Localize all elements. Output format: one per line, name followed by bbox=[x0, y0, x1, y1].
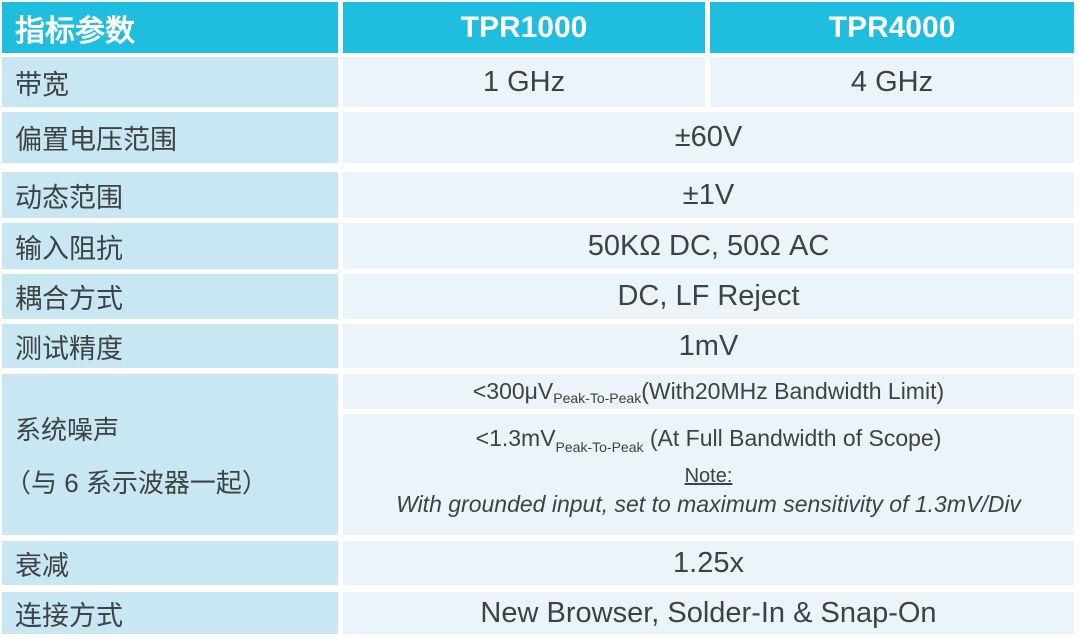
header-model-tpr4000: TPR4000 bbox=[710, 2, 1074, 53]
header-row: 指标参数 TPR1000 TPR4000 bbox=[2, 2, 1074, 53]
coupling-label: 耦合方式 bbox=[2, 274, 338, 319]
noise-spec-b-line: <1.3mVPeak-To-Peak (At Full Bandwidth of… bbox=[475, 425, 942, 455]
offset-label: 偏置电压范围 bbox=[2, 112, 338, 163]
noise-values: <300μV Peak-To-Peak (With20MHz Bandwidth … bbox=[343, 374, 1074, 535]
header-param-label: 指标参数 bbox=[2, 2, 338, 53]
row-bandwidth: 带宽 1 GHz 4 GHz bbox=[2, 57, 1074, 107]
header-model-tpr1000: TPR1000 bbox=[343, 2, 705, 53]
noise-spec-20mhz: <300μV Peak-To-Peak (With20MHz Bandwidth … bbox=[343, 374, 1074, 409]
connection-value: New Browser, Solder-In & Snap-On bbox=[343, 592, 1074, 634]
dynamic-label: 动态范围 bbox=[2, 172, 338, 218]
noise-note-label: Note: bbox=[684, 465, 733, 487]
bandwidth-label: 带宽 bbox=[2, 57, 338, 107]
accuracy-value: 1mV bbox=[343, 324, 1074, 368]
coupling-value: DC, LF Reject bbox=[343, 274, 1074, 319]
noise-spec-fullbw: <1.3mVPeak-To-Peak (At Full Bandwidth of… bbox=[343, 414, 1074, 535]
row-system-noise: 系统噪声 （与 6 系示波器一起） <300μV Peak-To-Peak (Wi… bbox=[2, 374, 1074, 535]
accuracy-label: 测试精度 bbox=[2, 324, 338, 368]
row-input-impedance: 输入阻抗 50KΩ DC, 50Ω AC bbox=[2, 223, 1074, 269]
row-coupling: 耦合方式 DC, LF Reject bbox=[2, 274, 1074, 319]
connection-label: 连接方式 bbox=[2, 592, 338, 634]
noise-spec-b-rest: (At Full Bandwidth of Scope) bbox=[643, 425, 942, 451]
noise-label-line2: （与 6 系示波器一起） bbox=[5, 467, 268, 498]
dynamic-value: ±1V bbox=[343, 172, 1074, 218]
attenuation-label: 衰减 bbox=[2, 541, 338, 585]
impedance-label: 输入阻抗 bbox=[2, 223, 338, 269]
noise-spec-b-subscript: Peak-To-Peak bbox=[555, 439, 644, 455]
impedance-value: 50KΩ DC, 50Ω AC bbox=[343, 223, 1074, 269]
row-connection: 连接方式 New Browser, Solder-In & Snap-On bbox=[2, 592, 1074, 634]
offset-value: ±60V bbox=[343, 112, 1074, 163]
bandwidth-value-tpr4000: 4 GHz bbox=[710, 57, 1074, 107]
bandwidth-value-tpr1000: 1 GHz bbox=[343, 57, 705, 107]
noise-spec-a-main: <300μV bbox=[472, 378, 554, 404]
noise-label: 系统噪声 （与 6 系示波器一起） bbox=[2, 374, 338, 535]
noise-spec-a-rest: (With20MHz Bandwidth Limit) bbox=[641, 378, 945, 404]
row-attenuation: 衰减 1.25x bbox=[2, 541, 1074, 585]
noise-spec-b-main: <1.3mV bbox=[475, 425, 556, 451]
noise-label-line1: 系统噪声 bbox=[15, 414, 120, 445]
noise-note-text: With grounded input, set to maximum sens… bbox=[396, 491, 1021, 517]
row-test-accuracy: 测试精度 1mV bbox=[2, 324, 1074, 368]
row-offset-voltage-range: 偏置电压范围 ±60V bbox=[2, 112, 1074, 163]
row-dynamic-range: 动态范围 ±1V bbox=[2, 172, 1074, 218]
attenuation-value: 1.25x bbox=[343, 541, 1074, 585]
